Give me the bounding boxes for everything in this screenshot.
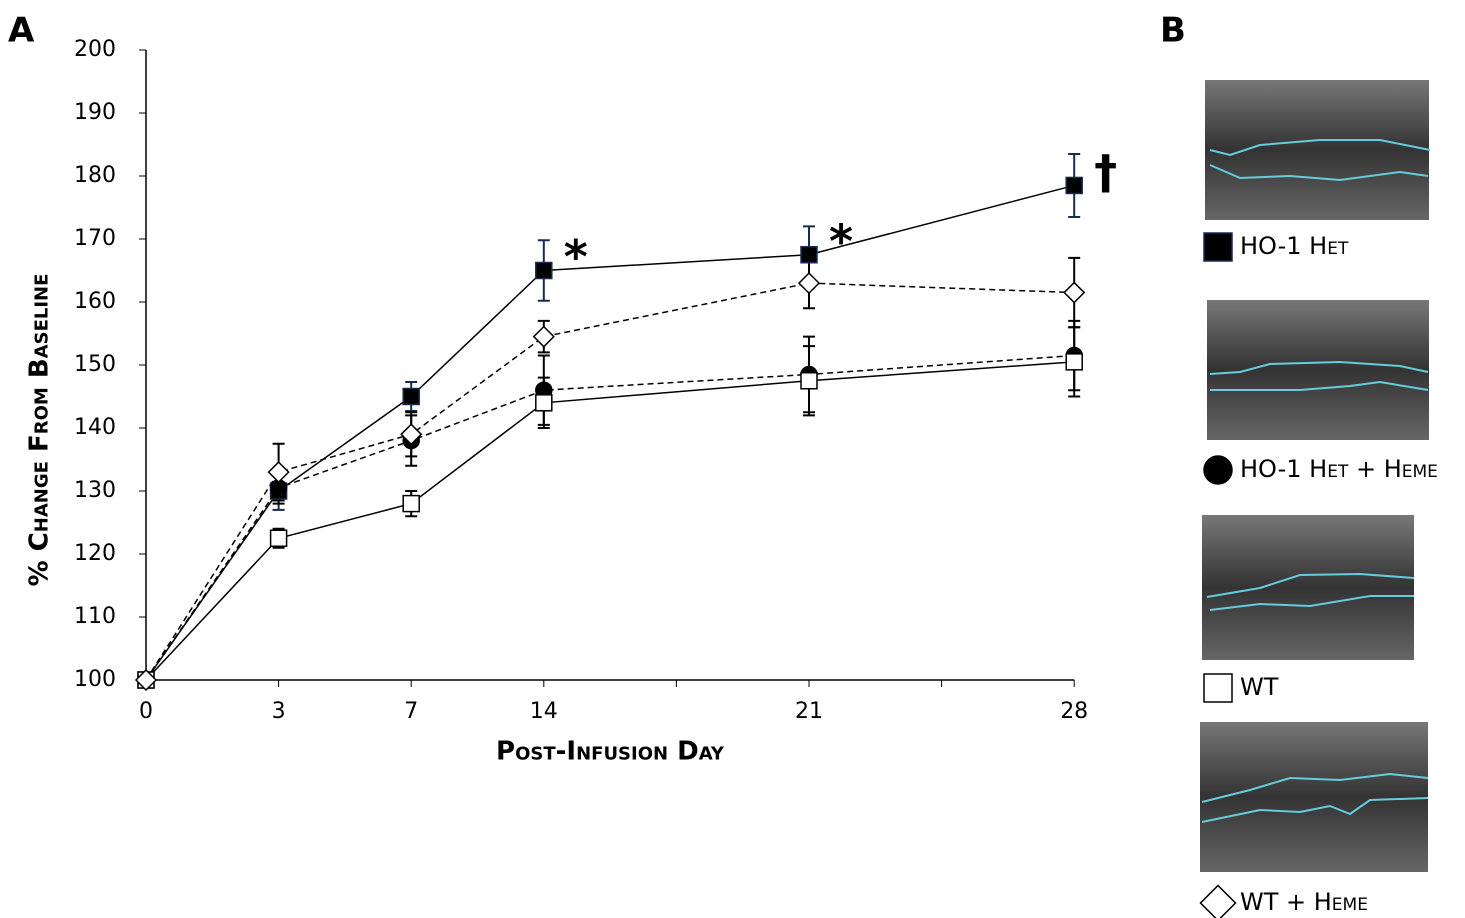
panel-label: B xyxy=(1160,11,1186,51)
legend-marker xyxy=(1204,233,1232,261)
y-tick-label: 130 xyxy=(74,478,116,503)
ultrasound-image xyxy=(1200,722,1428,872)
y-tick-label: 180 xyxy=(74,163,116,188)
legend-label: WT xyxy=(1240,673,1279,701)
ultrasound-image xyxy=(1205,80,1429,220)
legend-marker xyxy=(1204,674,1232,702)
data-point xyxy=(801,373,817,389)
x-tick-label: 14 xyxy=(530,699,558,724)
series-line xyxy=(146,283,1074,680)
significance-mark: † xyxy=(1094,145,1117,199)
y-tick-label: 170 xyxy=(74,226,116,251)
panel-label: A xyxy=(8,11,35,51)
figure: A B Post-Infusion Day % Change From Base… xyxy=(0,0,1465,918)
x-tick-label: 21 xyxy=(795,699,823,724)
data-point xyxy=(271,530,287,546)
data-point xyxy=(534,327,554,347)
data-point xyxy=(801,247,817,263)
data-point xyxy=(269,462,289,482)
legend-label: HO-1 Het xyxy=(1240,232,1349,260)
y-tick-label: 120 xyxy=(74,541,116,566)
x-tick-label: 28 xyxy=(1060,699,1088,724)
y-axis-title: % Change From Baseline xyxy=(25,274,55,587)
data-point xyxy=(1066,177,1082,193)
series-line xyxy=(146,356,1074,680)
legend-label: WT + Heme xyxy=(1240,888,1368,916)
y-tick-label: 160 xyxy=(74,289,116,314)
legend-label: HO-1 Het + Heme xyxy=(1240,455,1438,483)
y-tick-label: 140 xyxy=(74,415,116,440)
y-tick-label: 110 xyxy=(74,604,116,629)
ultrasound-image xyxy=(1207,300,1429,440)
significance-mark: * xyxy=(564,230,588,284)
x-tick-label: 7 xyxy=(404,699,418,724)
x-tick-label: 3 xyxy=(272,699,286,724)
data-point xyxy=(403,389,419,405)
data-point xyxy=(1066,354,1082,370)
y-tick-label: 150 xyxy=(74,352,116,377)
x-tick-label: 0 xyxy=(139,699,153,724)
data-point xyxy=(536,263,552,279)
data-point xyxy=(799,273,819,293)
data-point xyxy=(536,395,552,411)
series-line xyxy=(146,185,1074,680)
legend-marker xyxy=(1204,456,1232,484)
legend-marker xyxy=(1201,886,1236,918)
data-point xyxy=(403,496,419,512)
x-axis-title: Post-Infusion Day xyxy=(496,737,725,767)
y-tick-label: 200 xyxy=(74,37,116,62)
ultrasound-image xyxy=(1202,515,1414,660)
y-tick-label: 100 xyxy=(74,667,116,692)
significance-mark: * xyxy=(829,214,853,268)
data-point xyxy=(1064,283,1084,303)
series-line xyxy=(146,362,1074,680)
y-tick-label: 190 xyxy=(74,100,116,125)
